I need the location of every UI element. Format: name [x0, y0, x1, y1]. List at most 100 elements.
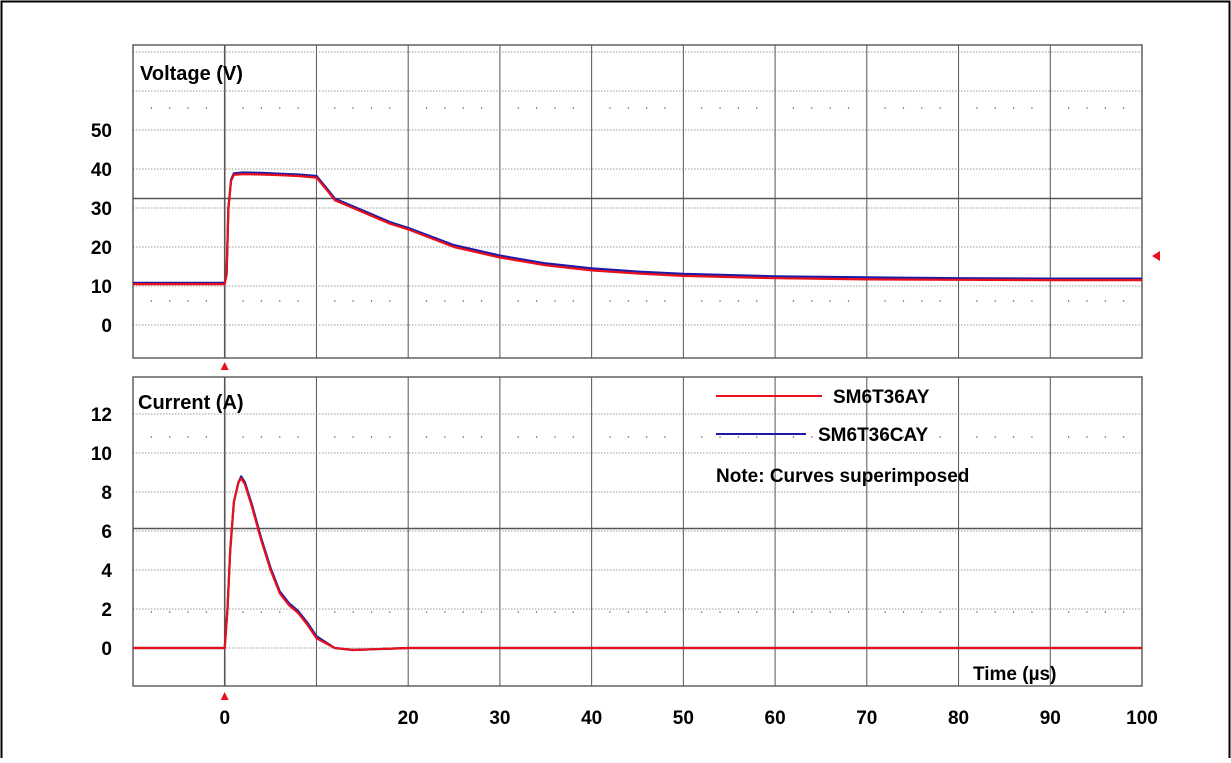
current-grid-dot [334, 611, 336, 613]
legend-label-sm6t36cay: SM6T36CAY [818, 425, 929, 446]
current-grid-dot [939, 436, 941, 438]
voltage-y-tick-label: 40 [91, 160, 112, 181]
current-grid-dot [701, 436, 703, 438]
current-grid-dot [976, 436, 978, 438]
x-tick-label: 0 [219, 708, 230, 729]
current-grid-dot [994, 611, 996, 613]
current-grid-dot [902, 436, 905, 438]
current-grid-dot [462, 611, 464, 613]
voltage-grid-dot [334, 107, 336, 109]
current-grid-dot [572, 611, 574, 613]
voltage-grid-dot [370, 107, 373, 109]
voltage-grid-dot [1104, 300, 1106, 302]
current-grid-dot [994, 436, 996, 438]
current-grid-dot [1012, 611, 1015, 613]
voltage-grid-dot [352, 107, 354, 109]
current-grid-dot [444, 611, 446, 613]
current-grid-dot [646, 436, 648, 438]
voltage-grid-dot [737, 300, 739, 302]
voltage-grid-dot [884, 107, 886, 109]
voltage-grid-dot [646, 300, 648, 302]
current-grid-dot [1123, 436, 1125, 438]
voltage-grid-dot [1086, 107, 1088, 109]
voltage-grid-dot [719, 300, 721, 302]
current-grid-dot [1031, 611, 1033, 613]
current-grid-dot [884, 611, 886, 613]
current-grid-dot [169, 436, 171, 438]
current-grid [132, 376, 1143, 687]
current-grid-dot [627, 611, 629, 613]
current-grid-dot [279, 436, 281, 438]
current-grid-dot [389, 611, 391, 613]
voltage-grid-dot [169, 300, 171, 302]
current-grid-dot [1086, 436, 1088, 438]
current-grid-dot [187, 611, 189, 613]
current-grid-dot [976, 611, 978, 613]
x-axis-label: Time (µs) [973, 664, 1056, 685]
voltage-grid-dot [719, 107, 721, 109]
voltage-grid-dot [517, 107, 519, 109]
voltage-grid-dot [279, 300, 281, 302]
current-grid-dot [884, 436, 886, 438]
x-tick-label: 60 [765, 708, 786, 729]
voltage-grid-dot [297, 107, 299, 109]
current-grid-dot [297, 436, 299, 438]
current-grid-dot [921, 436, 923, 438]
current-trigger-marker [220, 692, 229, 700]
voltage-grid-dot [536, 107, 538, 109]
voltage-grid-dot [572, 300, 574, 302]
voltage-grid-dot [444, 107, 446, 109]
voltage-grid-dot [389, 300, 391, 302]
voltage-y-tick-label: 50 [91, 121, 112, 142]
voltage-grid-dot [1068, 300, 1070, 302]
current-grid-dot [1012, 436, 1015, 438]
current-y-tick-label: 6 [101, 522, 112, 543]
voltage-grid-dot [847, 300, 850, 302]
current-grid-dot [150, 611, 152, 613]
voltage-grid-dot [1068, 107, 1070, 109]
voltage-y-tick-label: 20 [91, 238, 112, 259]
voltage-grid-dot [664, 107, 666, 109]
current-grid-dot [554, 436, 556, 438]
voltage-grid-dot [994, 107, 996, 109]
voltage-grid-dot [150, 107, 152, 109]
current-grid-dot [737, 436, 739, 438]
voltage-grid-dot [664, 300, 666, 302]
current-y-tick-label: 10 [91, 444, 112, 465]
current-grid-dot [627, 436, 629, 438]
current-grid-dot [334, 436, 336, 438]
voltage-grid-dot [939, 300, 941, 302]
current-grid-dot [847, 436, 850, 438]
voltage-grid-dot [517, 300, 519, 302]
current-grid-dot [150, 436, 152, 438]
current-grid-dot [242, 436, 244, 438]
current-grid-dot [1123, 611, 1125, 613]
current-grid-dot [756, 436, 758, 438]
voltage-grid-dot [1123, 300, 1125, 302]
current-border [132, 376, 1143, 687]
current-grid-dot [1068, 436, 1070, 438]
voltage-grid-dot [884, 300, 886, 302]
current-grid-dot [939, 611, 941, 613]
current-grid-dot [554, 611, 556, 613]
current-grid-dot [352, 611, 354, 613]
voltage-grid-dot [572, 107, 574, 109]
voltage-grid-dot [242, 300, 244, 302]
voltage-grid-dot [389, 107, 391, 109]
current-y-tick-label: 4 [101, 561, 112, 582]
current-grid-dot [279, 611, 281, 613]
voltage-grid-dot [921, 107, 923, 109]
voltage-grid-dot [1086, 300, 1088, 302]
voltage-grid-dot [334, 300, 336, 302]
voltage-grid-dot [1031, 107, 1033, 109]
current-grid-dot [792, 611, 795, 613]
current-grid-dot [609, 611, 611, 613]
current-grid-dot [829, 436, 831, 438]
x-tick-label: 100 [1126, 708, 1158, 729]
voltage-y-tick-label: 30 [91, 199, 112, 220]
voltage-grid-dot [646, 107, 648, 109]
current-grid-dot [719, 436, 721, 438]
current-grid-dot [1031, 436, 1033, 438]
voltage-grid-dot [756, 300, 758, 302]
voltage-grid-dot [370, 300, 373, 302]
